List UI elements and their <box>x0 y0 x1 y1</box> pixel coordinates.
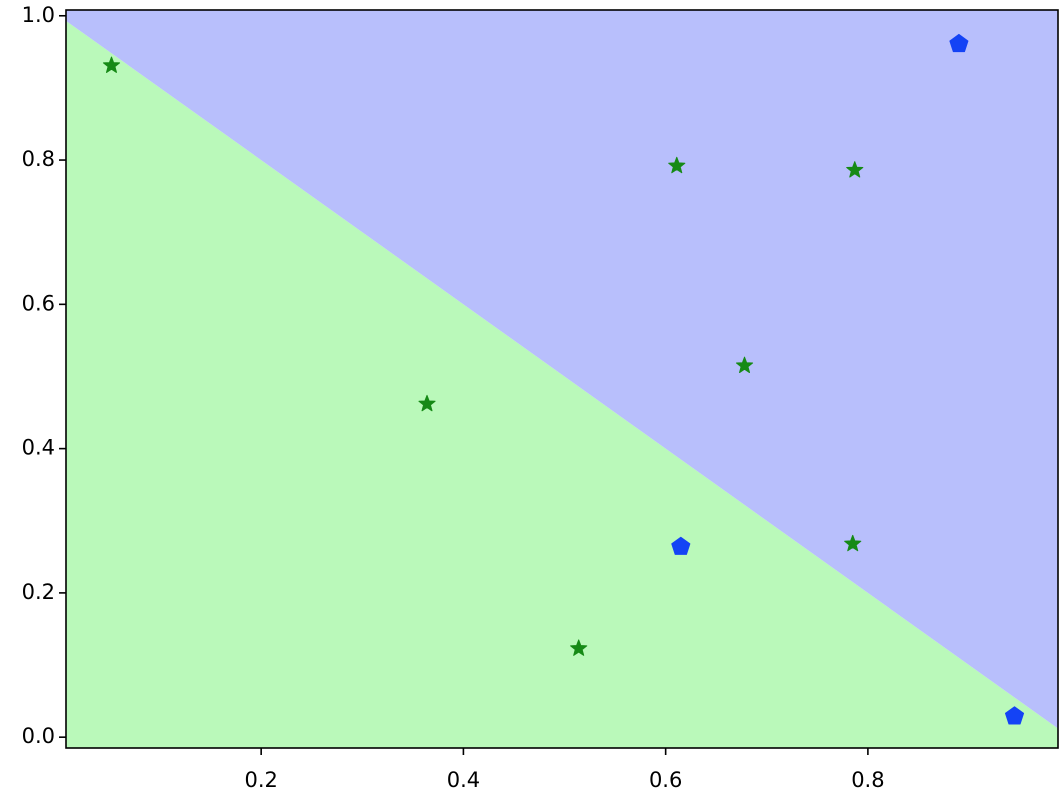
x-tick-label: 0.2 <box>244 768 277 792</box>
plot-frame <box>65 9 1059 749</box>
pentagon-point <box>949 33 969 53</box>
y-tick-label: 0.2 <box>22 580 55 604</box>
region-below <box>66 20 1058 749</box>
star-point <box>846 161 864 178</box>
x-tick-label: 0.8 <box>851 768 884 792</box>
y-tick-label: 1.0 <box>22 3 55 27</box>
region-above <box>66 10 1058 729</box>
y-tick-label: 0.6 <box>22 291 55 315</box>
star-point <box>735 356 754 374</box>
y-tick-label: 0.0 <box>22 724 55 748</box>
y-tick-label: 0.4 <box>22 436 55 460</box>
x-tick-label: 0.4 <box>447 768 480 792</box>
pentagon-point <box>1004 706 1025 725</box>
star-point <box>102 56 121 73</box>
star-point <box>570 639 588 656</box>
pentagon-point <box>671 536 691 555</box>
star-point <box>844 534 862 552</box>
y-tick-label: 0.8 <box>22 147 55 171</box>
x-tick-label: 0.6 <box>649 768 682 792</box>
star-point <box>418 394 436 412</box>
star-point <box>668 156 686 174</box>
